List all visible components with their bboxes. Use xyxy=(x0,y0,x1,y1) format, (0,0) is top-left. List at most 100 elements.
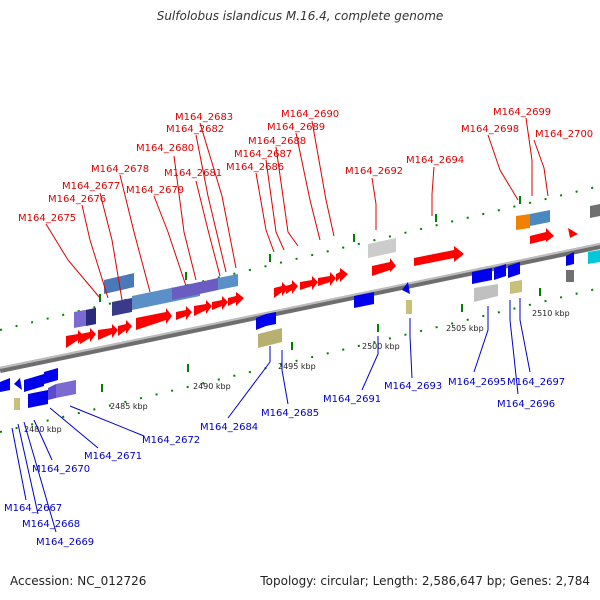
gene-label-M164_2691[interactable]: M164_2691 xyxy=(323,394,381,405)
forward-gene-block[interactable] xyxy=(86,308,96,326)
gene-label-M164_2672[interactable]: M164_2672 xyxy=(142,435,200,446)
forward-gene[interactable] xyxy=(194,300,212,316)
gene-label-M164_2695[interactable]: M164_2695 xyxy=(448,377,506,388)
forward-gene-block[interactable] xyxy=(516,214,530,230)
topology-text: Topology: circular; Length: 2,586,647 bp… xyxy=(260,574,590,588)
gene-label-M164_2699[interactable]: M164_2699 xyxy=(493,107,551,118)
reverse-gene[interactable] xyxy=(28,390,48,408)
scale-label-2485: 2485 kbp xyxy=(110,402,148,411)
map-title: Sulfolobus islandicus M.16.4, complete g… xyxy=(156,9,444,23)
scale-label-2495: 2495 kbp xyxy=(278,362,316,371)
reverse-gene-block[interactable] xyxy=(510,280,522,294)
forward-gene-block[interactable] xyxy=(218,274,238,290)
reverse-gene-block[interactable] xyxy=(14,398,20,410)
forward-genes xyxy=(66,204,600,348)
gene-label-M164_2693[interactable]: M164_2693 xyxy=(384,381,442,392)
forward-gene[interactable] xyxy=(286,280,298,294)
reverse-gene[interactable] xyxy=(266,312,276,326)
reverse-gene[interactable] xyxy=(256,314,266,330)
reverse-gene-block[interactable] xyxy=(588,250,600,264)
scale-label-2505: 2505 kbp xyxy=(446,324,484,333)
gene-label-M164_2681[interactable]: M164_2681 xyxy=(164,168,222,179)
reverse-gene[interactable] xyxy=(494,264,506,280)
forward-gene[interactable] xyxy=(336,268,348,282)
accession-text: Accession: NC_012726 xyxy=(10,574,147,588)
forward-leaders xyxy=(45,117,549,301)
forward-gene-block[interactable] xyxy=(530,210,550,226)
gene-label-M164_2697[interactable]: M164_2697 xyxy=(507,377,565,388)
forward-gene[interactable] xyxy=(300,276,318,290)
forward-gene[interactable] xyxy=(530,228,554,244)
scale-label-2510: 2510 kbp xyxy=(532,309,570,318)
reverse-gene[interactable] xyxy=(44,368,58,384)
reverse-gene[interactable] xyxy=(472,268,492,284)
reverse-gene-block[interactable] xyxy=(258,328,282,348)
reverse-gene-block[interactable] xyxy=(566,270,574,282)
scale-label-2480: 2480 kbp xyxy=(24,425,62,434)
gene-label-M164_2676[interactable]: M164_2676 xyxy=(48,194,106,205)
scale-label-2500: 2500 kbp xyxy=(362,342,400,351)
reverse-gene[interactable] xyxy=(508,262,520,278)
reverse-genes xyxy=(0,250,600,410)
forward-gene[interactable] xyxy=(98,324,118,340)
forward-gene[interactable] xyxy=(372,258,396,276)
forward-gene-block[interactable] xyxy=(112,298,132,316)
gene-label-M164_2698[interactable]: M164_2698 xyxy=(461,124,519,135)
gene-label-M164_2686[interactable]: M164_2686 xyxy=(226,162,284,173)
gene-label-M164_2683[interactable]: M164_2683 xyxy=(175,112,233,123)
forward-gene[interactable] xyxy=(66,330,84,348)
forward-gene[interactable] xyxy=(80,328,96,344)
gene-label-M164_2700[interactable]: M164_2700 xyxy=(535,129,593,140)
reverse-leaders xyxy=(11,298,531,533)
forward-gene-block[interactable] xyxy=(590,204,600,218)
reverse-label-group: M164_2667 M164_2668 M164_2669 M164_2670 … xyxy=(4,377,565,548)
gene-label-M164_2677[interactable]: M164_2677 xyxy=(62,181,120,192)
gene-label-M164_2685[interactable]: M164_2685 xyxy=(261,408,319,419)
reverse-gene[interactable] xyxy=(354,292,374,308)
reverse-gene-block[interactable] xyxy=(48,384,56,400)
reverse-gene[interactable] xyxy=(24,374,44,392)
gene-label-M164_2689[interactable]: M164_2689 xyxy=(267,122,325,133)
gene-label-M164_2671[interactable]: M164_2671 xyxy=(84,451,142,462)
gene-label-M164_2679[interactable]: M164_2679 xyxy=(126,185,184,196)
reverse-gene[interactable] xyxy=(566,252,574,266)
reverse-gene[interactable] xyxy=(402,282,410,294)
forward-gene-block[interactable] xyxy=(172,278,218,300)
forward-gene[interactable] xyxy=(318,272,336,286)
gene-label-M164_2688[interactable]: M164_2688 xyxy=(248,136,306,147)
gene-label-M164_2684[interactable]: M164_2684 xyxy=(200,422,258,433)
forward-gene-block[interactable] xyxy=(368,238,396,258)
reverse-gene-block[interactable] xyxy=(406,300,412,314)
forward-gene[interactable] xyxy=(568,228,578,238)
gene-label-M164_2694[interactable]: M164_2694 xyxy=(406,155,464,166)
gene-label-M164_2675[interactable]: M164_2675 xyxy=(18,213,76,224)
forward-label-group: M164_2675 M164_2676 M164_2677 M164_2678 … xyxy=(18,107,593,224)
gene-label-M164_2690[interactable]: M164_2690 xyxy=(281,109,339,120)
forward-gene[interactable] xyxy=(136,308,172,330)
reverse-gene-block[interactable] xyxy=(56,380,76,398)
gene-label-M164_2696[interactable]: M164_2696 xyxy=(497,399,555,410)
gene-label-M164_2692[interactable]: M164_2692 xyxy=(345,166,403,177)
gene-label-M164_2669[interactable]: M164_2669 xyxy=(36,537,94,548)
gene-label-M164_2682[interactable]: M164_2682 xyxy=(166,124,224,135)
forward-gene[interactable] xyxy=(212,296,228,310)
forward-gene[interactable] xyxy=(228,292,244,306)
gene-label-M164_2678[interactable]: M164_2678 xyxy=(91,164,149,175)
forward-gene[interactable] xyxy=(414,246,464,266)
forward-gene[interactable] xyxy=(274,282,288,298)
genome-backbone-highlight xyxy=(0,243,600,369)
scale-label-2490: 2490 kbp xyxy=(193,382,231,391)
gene-label-M164_2680[interactable]: M164_2680 xyxy=(136,143,194,154)
gene-label-M164_2667[interactable]: M164_2667 xyxy=(4,503,62,514)
reverse-gene-block[interactable] xyxy=(474,284,498,302)
gene-label-M164_2668[interactable]: M164_2668 xyxy=(22,519,80,530)
gene-label-M164_2687[interactable]: M164_2687 xyxy=(234,149,292,160)
forward-gene[interactable] xyxy=(176,306,192,320)
scale-ticks xyxy=(99,196,541,392)
reverse-gene[interactable] xyxy=(14,378,22,390)
forward-gene[interactable] xyxy=(118,320,132,336)
gene-label-M164_2670[interactable]: M164_2670 xyxy=(32,464,90,475)
reverse-gene[interactable] xyxy=(0,378,10,392)
